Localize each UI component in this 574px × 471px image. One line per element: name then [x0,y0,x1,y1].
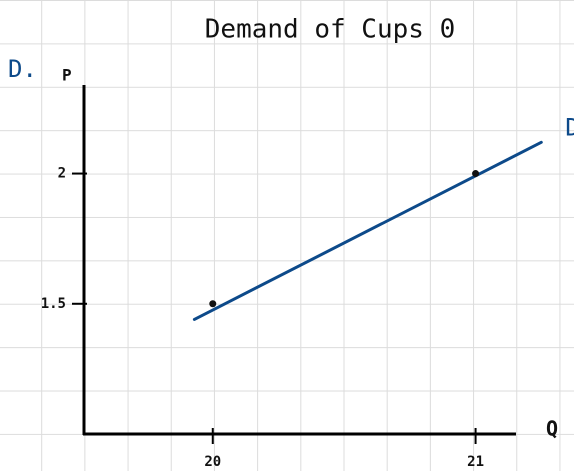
point [209,300,217,308]
y-tick-label: 1.5 [41,296,66,312]
y-axis-label: P [62,66,72,85]
x-axis-label: Q [546,417,558,441]
x-tick-label: 21 [467,454,484,470]
x-tick-label: 20 [204,454,221,470]
point [472,170,480,178]
line [192,140,543,321]
chart-title: Demand of Cups 0 [205,15,455,45]
y-tick-label: 2 [58,166,66,182]
annotation: D. [8,55,37,83]
line-label: D [565,113,574,141]
